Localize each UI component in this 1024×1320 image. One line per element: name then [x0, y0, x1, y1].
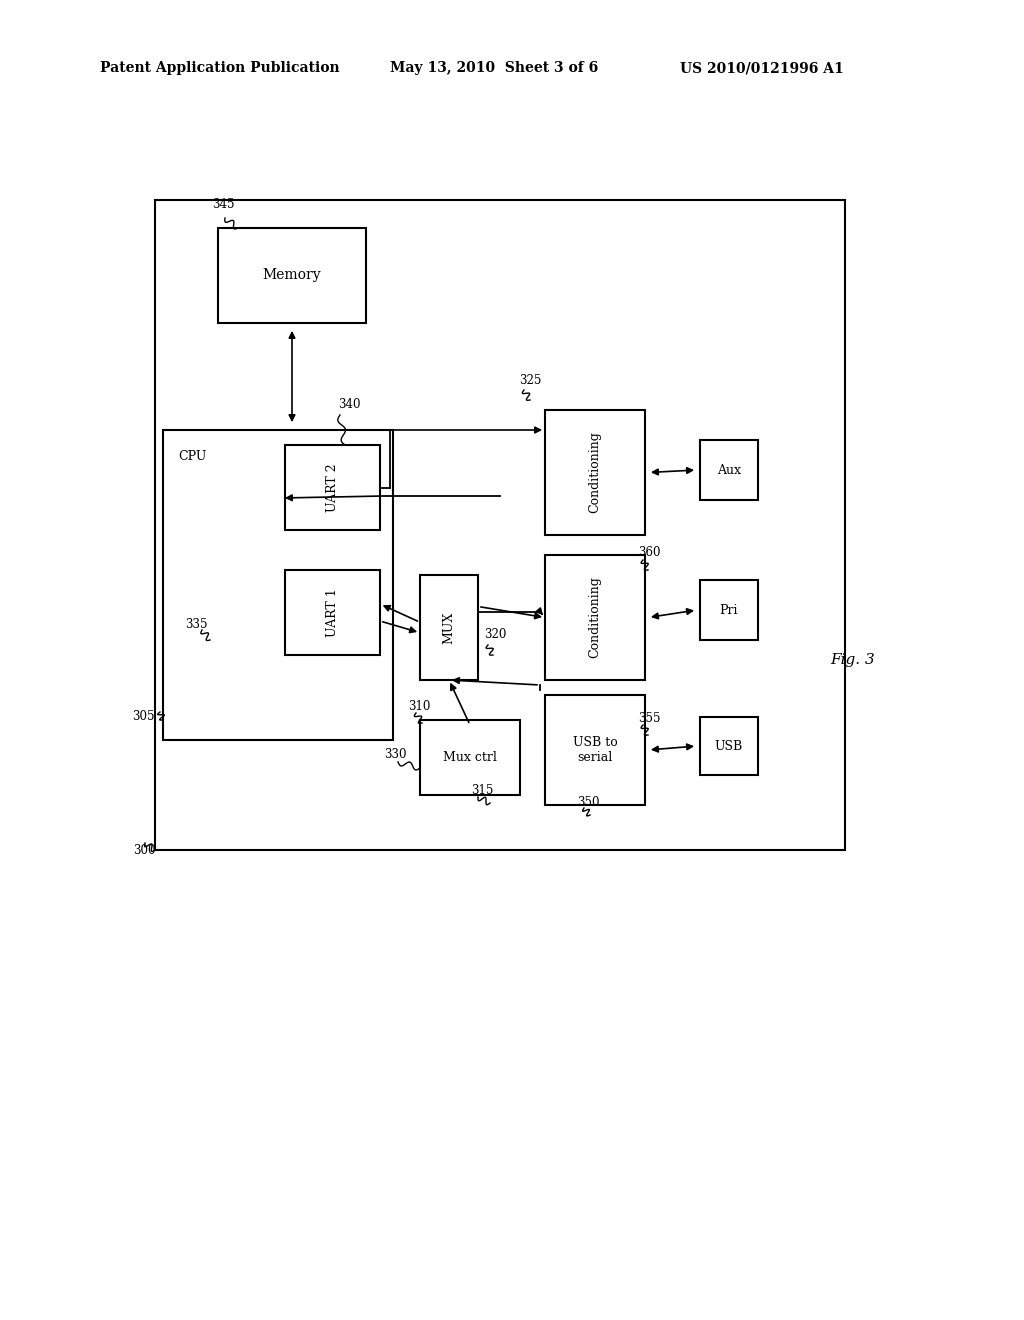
Text: US 2010/0121996 A1: US 2010/0121996 A1 — [680, 61, 844, 75]
Text: USB to
serial: USB to serial — [572, 737, 617, 764]
Text: 300: 300 — [133, 843, 156, 857]
Text: 315: 315 — [471, 784, 494, 796]
Bar — [285, 570, 380, 655]
Text: 340: 340 — [338, 397, 360, 411]
Text: USB: USB — [715, 739, 743, 752]
Bar — [285, 445, 380, 531]
Bar — [700, 717, 758, 775]
Text: CPU: CPU — [178, 450, 207, 463]
Text: Aux: Aux — [717, 463, 741, 477]
Text: 355: 355 — [638, 711, 660, 725]
Text: 320: 320 — [484, 628, 507, 642]
Bar — [420, 576, 478, 680]
Bar — [545, 696, 645, 805]
Text: 350: 350 — [577, 796, 599, 808]
Text: MUX: MUX — [442, 611, 456, 644]
Bar — [155, 201, 845, 850]
Text: Pri: Pri — [720, 603, 738, 616]
Text: 325: 325 — [519, 375, 542, 388]
Text: UART 2: UART 2 — [326, 463, 339, 512]
Text: 360: 360 — [638, 546, 660, 560]
Bar — [700, 440, 758, 500]
Text: 335: 335 — [185, 619, 208, 631]
Bar — [218, 228, 366, 323]
Text: Fig. 3: Fig. 3 — [830, 653, 874, 667]
Bar — [545, 554, 645, 680]
Text: 305: 305 — [132, 710, 155, 722]
Bar — [700, 579, 758, 640]
Text: May 13, 2010  Sheet 3 of 6: May 13, 2010 Sheet 3 of 6 — [390, 61, 598, 75]
Text: 330: 330 — [384, 748, 407, 762]
Bar — [163, 430, 393, 741]
Text: Mux ctrl: Mux ctrl — [443, 751, 497, 764]
Text: 345: 345 — [212, 198, 234, 211]
Text: 310: 310 — [408, 701, 430, 714]
Text: Conditioning: Conditioning — [589, 432, 601, 513]
Bar — [420, 719, 520, 795]
Text: Memory: Memory — [263, 268, 322, 282]
Text: Patent Application Publication: Patent Application Publication — [100, 61, 340, 75]
Bar — [545, 411, 645, 535]
Text: UART 1: UART 1 — [326, 589, 339, 636]
Text: Conditioning: Conditioning — [589, 577, 601, 659]
